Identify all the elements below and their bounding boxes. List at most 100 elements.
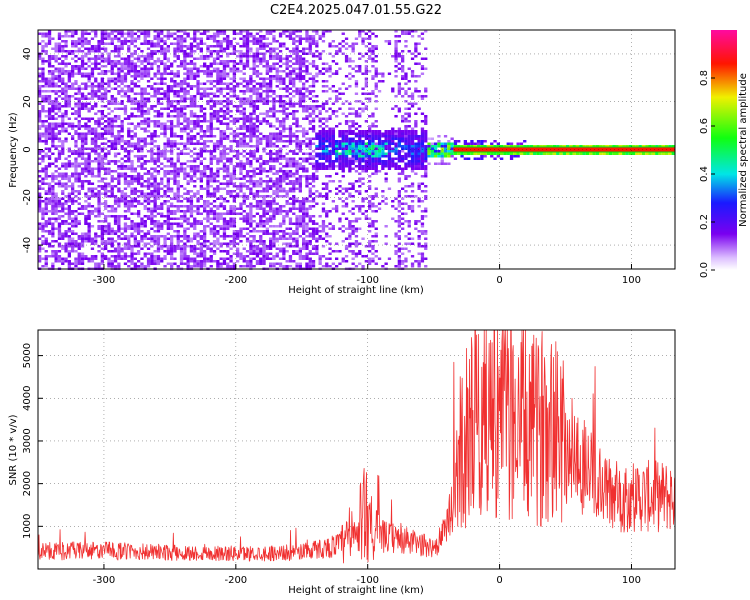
spectrogram-cell [57,105,62,108]
spectrogram-cell [87,102,91,105]
spectrogram-cell [80,147,85,150]
spectrogram-cell [245,50,250,53]
spectrogram-cell [219,122,223,125]
spectrogram-cell [242,247,246,250]
spectrogram-cell [127,130,131,133]
spectrogram-cell [110,117,114,120]
spectrogram-cell [87,97,91,100]
spectrogram-cell [130,250,134,253]
spectrogram-cell [298,175,302,178]
spectrogram-cell [216,260,220,263]
spectrogram-cell [315,227,319,230]
spectrogram-cell [255,105,260,108]
spectrogram-cell [117,77,121,80]
spectrogram-cell [259,62,263,65]
spectrogram-cell [203,245,207,248]
spectrogram-cell [127,97,131,100]
spectrogram-cell [275,207,279,210]
spectrogram-cell [94,35,98,38]
spectrogram-cell [292,187,296,190]
spectrogram-cell [259,167,263,170]
spectrogram-cell [146,197,151,200]
spectrogram-cell [278,185,283,188]
spectrogram-cell [262,262,266,265]
spectrogram-cell [308,120,312,123]
spectrogram-cell [236,152,240,155]
spectrogram-cell [196,197,200,200]
spectrogram-cell [107,60,111,63]
spectrogram-cell [212,62,217,65]
spectrogram-cell [278,45,283,48]
spectrogram-cell [176,57,180,60]
spectrogram-cell [249,242,253,245]
spectrogram-cell [226,175,230,178]
spectrogram-cell [41,105,45,108]
spectrogram-cell [212,230,217,233]
spectrogram-cell [302,92,306,95]
spectrogram-cell [321,35,326,38]
spectrogram-cell [127,127,131,130]
spectrogram-cell [189,100,194,103]
spectrogram-cell [302,257,306,260]
spectrogram-cell [113,135,118,138]
spectrogram-cell [183,235,187,238]
spectrogram-cell [100,187,104,190]
spectrogram-cell [203,250,207,253]
spectrogram-cell [229,257,233,260]
spectrogram-cell [77,100,81,103]
spectrogram-cell [120,70,124,73]
spectrogram-cell [100,237,104,240]
spectrogram-cell [166,102,170,105]
spectrogram-cell [305,117,309,120]
spectrogram-cell [222,95,227,98]
spectrogram-cell [252,247,256,250]
spectrogram-cell [41,215,45,218]
spectrogram-cell [311,35,316,38]
spectrogram-cell [38,102,42,105]
spectrogram-cell [288,65,293,68]
spectrogram-cell [193,157,197,160]
spectrogram-cell [311,180,316,183]
spectrogram-cell [275,100,279,103]
spectrogram-cell [71,40,75,43]
spectrogram-cell [249,170,253,173]
spectrogram-cell [308,195,312,198]
spectrogram-cell [113,215,118,218]
spectrogram-cell [305,152,309,155]
spectrogram-cell [38,125,42,128]
spectrogram-cell [203,170,207,173]
spectrogram-cell [176,92,180,95]
spectrogram-cell [199,82,203,85]
spectrogram-cell [285,127,289,130]
spectrogram-cell [97,85,101,88]
spectrogram-cell [64,100,68,103]
spectrogram-cell [193,127,197,130]
spectrogram-cell [259,92,263,95]
spectrogram-cell [219,50,223,53]
spectrogram-cell [97,47,101,50]
spectrogram-cell [74,110,78,113]
spectrogram-cell [173,115,177,118]
spectrogram-cell [127,167,131,170]
spectrogram-cell [249,222,253,225]
spectrogram-cell [242,42,246,45]
spectrogram-cell [269,152,273,155]
spectrogram-cell [269,42,273,45]
spectrogram-cell [120,165,124,168]
spectrogram-cell [285,47,289,50]
spectrogram-cell [107,240,111,243]
spectrogram-cell [265,70,269,73]
spectrogram-cell [74,265,78,268]
spectrogram-cell [153,105,157,108]
spectrogram-cell [255,65,260,68]
spectrogram-cell [117,102,121,105]
spectrogram-cell [232,105,236,108]
spectrogram-cell [176,155,180,158]
spectrogram-cell [117,75,121,78]
spectrogram-cell [206,180,210,183]
spectrogram-cell [130,40,134,43]
spectrogram-cell [272,202,276,205]
spectrogram-cell [77,37,81,40]
spectrogram-cell [87,40,91,43]
spectrogram-cell [272,110,276,113]
